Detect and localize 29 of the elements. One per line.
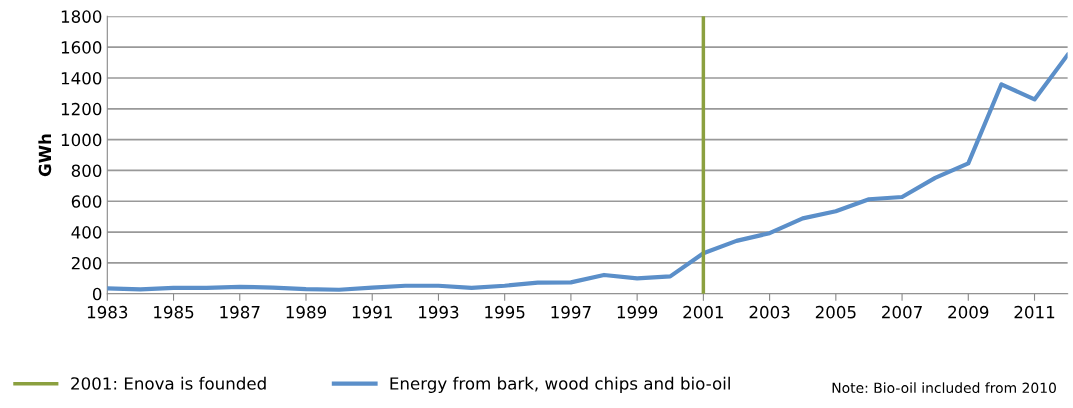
x-tick-label: 1997	[551, 305, 591, 319]
legend-label: 2001: Enova is founded	[71, 376, 266, 390]
x-tick-label: 2005	[815, 305, 856, 319]
x-tick-label: 1987	[220, 305, 260, 319]
x-tick-label: 1995	[485, 305, 525, 319]
y-tick-label: 1000	[61, 133, 102, 147]
x-tick-label: 2007	[882, 305, 922, 319]
y-axis-title: GWh	[38, 134, 52, 177]
y-tick-label: 400	[71, 226, 102, 239]
x-tick-label: 2011	[1014, 305, 1055, 319]
x-tick-label: 1991	[352, 305, 392, 319]
y-tick-label: 800	[71, 164, 102, 178]
y-tick-label: 1800	[61, 10, 102, 23]
y-tick-label: 600	[71, 195, 102, 208]
y-tick-label: 0	[92, 287, 102, 301]
y-tick-label: 1600	[61, 41, 102, 54]
y-tick-label: 1400	[61, 71, 102, 85]
x-tick-label: 1989	[286, 305, 327, 319]
y-tick-label: 200	[71, 256, 102, 270]
x-tick-label: 2009	[948, 305, 989, 319]
x-tick-label: 2001	[683, 305, 724, 319]
text: Note: Bio-oil included from 2010	[832, 382, 1056, 394]
legend-label: Energy from bark, wood chips and bio-oil	[390, 376, 730, 393]
x-tick-label: 1985	[154, 305, 194, 319]
x-tick-label: 1993	[419, 305, 459, 319]
x-tick-label: 1999	[617, 305, 658, 319]
y-tick-label: 1200	[61, 102, 102, 116]
x-tick-label: 1983	[87, 305, 128, 319]
x-tick-label: 2003	[749, 305, 790, 319]
